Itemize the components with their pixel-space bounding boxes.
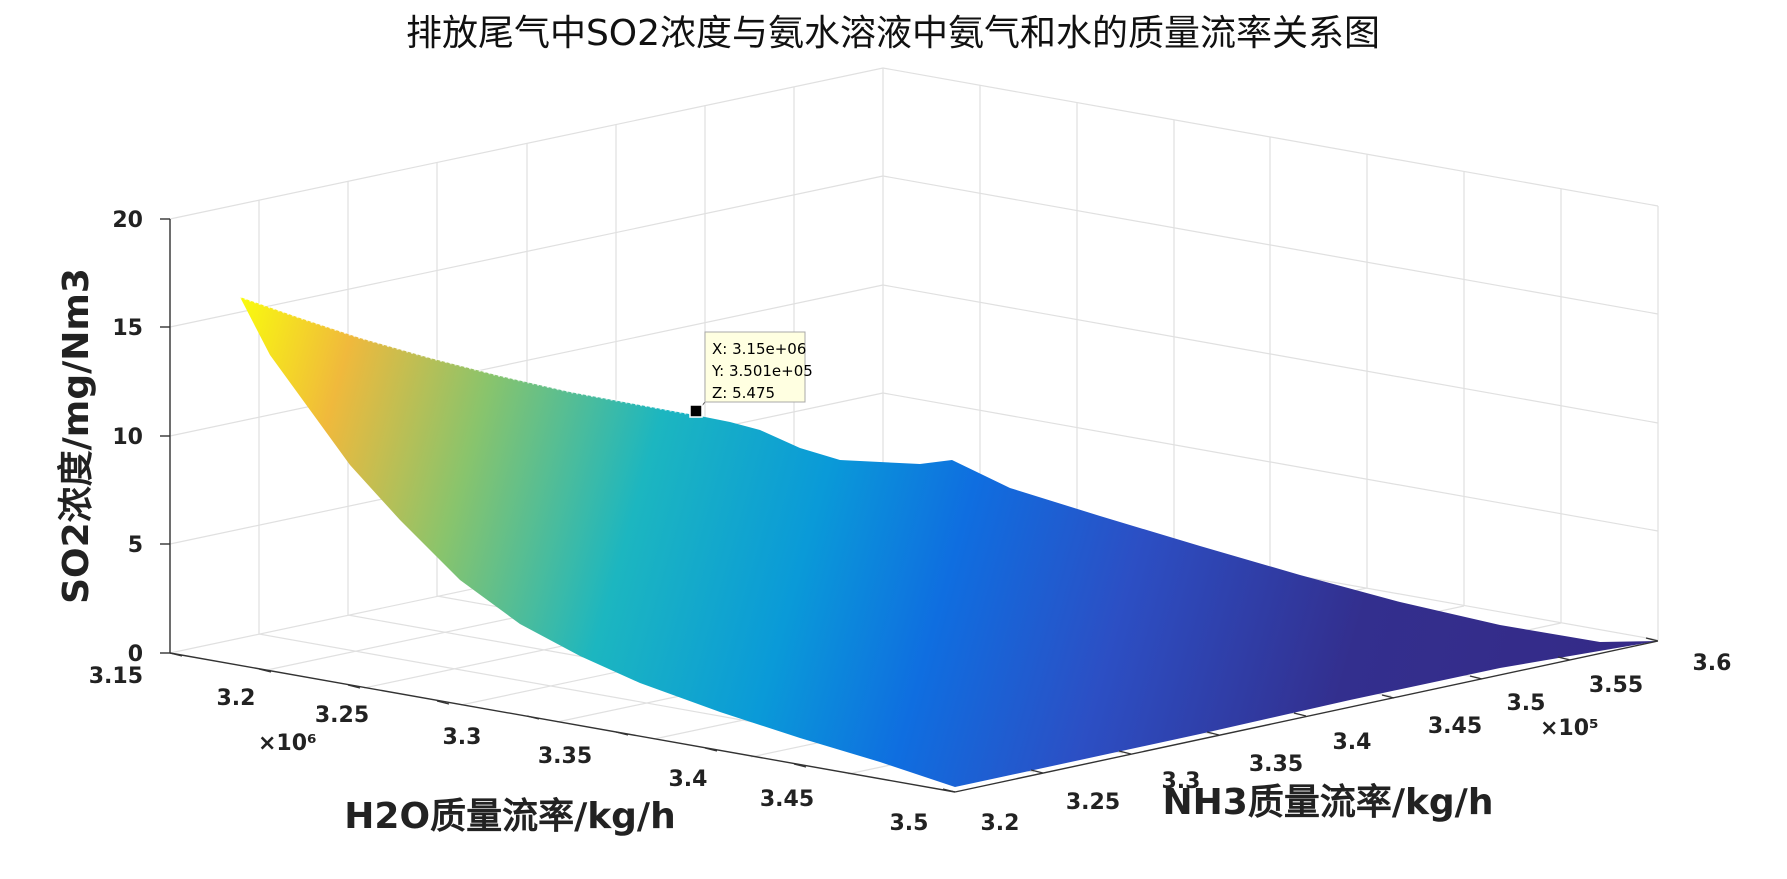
x-tick-label: 3.15 bbox=[89, 664, 143, 689]
x-axis-label: H2O质量流率/kg/h bbox=[344, 796, 675, 837]
y-axis-label: NH3质量流率/kg/h bbox=[1163, 782, 1494, 823]
x-tick-label: 3.3 bbox=[443, 725, 482, 750]
datatip[interactable]: X: 3.15e+06 Y: 3.501e+05 Z: 5.475 bbox=[689, 331, 813, 418]
y-axis-exponent: ×10⁵ bbox=[1540, 716, 1599, 741]
y-tick-label: 3.5 bbox=[1507, 691, 1546, 716]
z-axis-label: SO2浓度/mg/Nm3 bbox=[56, 268, 97, 604]
z-tick-label: 20 bbox=[112, 208, 143, 233]
z-tick-label: 10 bbox=[112, 425, 143, 450]
surface-edge-ripple bbox=[239, 296, 701, 417]
x-tick-label: 3.35 bbox=[538, 744, 592, 769]
x-tick-label: 3.25 bbox=[315, 703, 369, 728]
datatip-marker[interactable] bbox=[689, 404, 703, 418]
x-tick-label: 3.2 bbox=[217, 686, 256, 711]
y-tick-label: 3.4 bbox=[1333, 730, 1372, 755]
y-tick-label: 3.3 bbox=[1162, 769, 1201, 794]
z-tick-label: 0 bbox=[128, 642, 143, 667]
datatip-y: Y: 3.501e+05 bbox=[711, 362, 813, 380]
y-tick-label: 3.55 bbox=[1589, 673, 1643, 698]
z-tick-label: 5 bbox=[128, 533, 143, 558]
y-tick-label: 3.6 bbox=[1693, 651, 1732, 676]
y-axis: 3.2 3.25 3.3 3.35 3.4 3.45 3.5 3.55 3.6 … bbox=[942, 637, 1732, 836]
x-tick-label: 3.45 bbox=[760, 787, 814, 812]
datatip-z: Z: 5.475 bbox=[712, 384, 775, 402]
datatip-box bbox=[704, 331, 806, 403]
x-axis-exponent: ×10⁶ bbox=[258, 731, 317, 756]
x-axis: 3.15 3.2 3.25 3.3 3.35 3.4 3.45 3.5 ×10⁶… bbox=[89, 652, 929, 837]
chart-title: 排放尾气中SO2浓度与氨水溶液中氨气和水的质量流率关系图 bbox=[406, 13, 1380, 54]
x-tick-label: 3.5 bbox=[890, 811, 929, 836]
x-tick-label: 3.4 bbox=[669, 767, 708, 792]
z-axis: 0 5 10 15 20 SO2浓度/mg/Nm3 bbox=[56, 208, 170, 667]
z-tick-label: 15 bbox=[112, 316, 143, 341]
surface-patch bbox=[240, 297, 1658, 787]
y-tick-label: 3.35 bbox=[1249, 752, 1303, 777]
y-tick-label: 3.2 bbox=[981, 811, 1020, 836]
y-tick-label: 3.25 bbox=[1066, 790, 1120, 815]
y-tick-label: 3.45 bbox=[1428, 714, 1482, 739]
datatip-x: X: 3.15e+06 bbox=[712, 340, 806, 358]
